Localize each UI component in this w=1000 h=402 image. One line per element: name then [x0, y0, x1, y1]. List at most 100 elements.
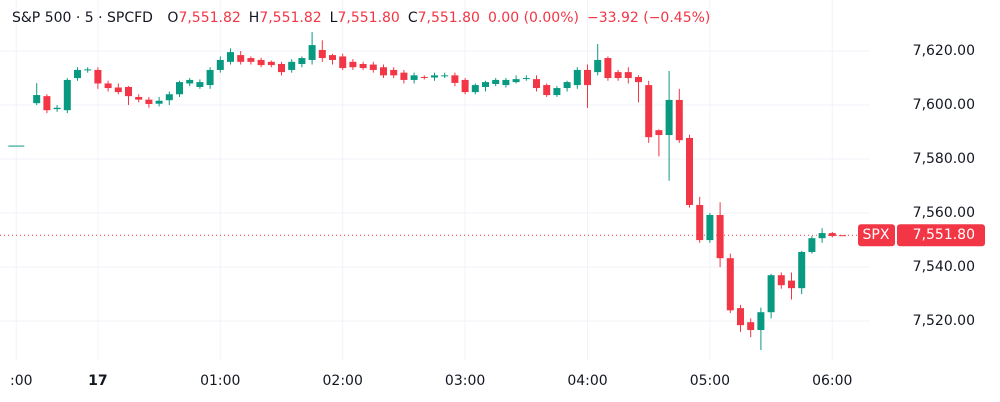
- candle-body: [502, 79, 510, 86]
- candle-body: [471, 85, 479, 93]
- candle-body: [94, 69, 102, 84]
- candle-body: [237, 55, 245, 62]
- candle-body: [216, 59, 224, 70]
- ohlc-key: O: [167, 10, 179, 26]
- ohlc-key: C: [407, 10, 418, 26]
- candle-body: [594, 59, 602, 73]
- price-tag-name: SPX: [863, 227, 890, 243]
- ohlc-value: 7,551.82: [178, 10, 241, 26]
- ohlc-key: H: [248, 10, 260, 26]
- candle-body: [808, 238, 816, 252]
- candle-body: [451, 75, 459, 83]
- candle-body: [533, 79, 540, 89]
- candle-body: [369, 64, 377, 70]
- candle-body: [635, 76, 642, 83]
- candle-body: [155, 100, 163, 104]
- candle-body: [43, 96, 51, 111]
- candle-body: [665, 99, 673, 136]
- candle-body: [553, 88, 561, 96]
- candle-body: [726, 258, 734, 311]
- candle-body: [706, 214, 714, 241]
- candle-body: [716, 214, 724, 259]
- candle-body: [604, 58, 612, 79]
- candle-body: [257, 59, 265, 66]
- candle-body: [788, 280, 795, 289]
- candle-body: [196, 82, 204, 87]
- candle-body: [8, 145, 25, 147]
- candle-body: [492, 79, 500, 84]
- candle-body: [655, 130, 663, 136]
- candle-body: [318, 49, 326, 59]
- y-tick-label: 7,560.00: [913, 205, 975, 221]
- x-tick-label: 03:00: [445, 373, 485, 389]
- candle-body: [247, 58, 255, 62]
- candle-body: [298, 58, 306, 65]
- candle-body: [104, 83, 112, 89]
- x-tick-label: :00: [10, 373, 33, 389]
- candle-body: [308, 45, 316, 60]
- ohlc-value: 7,551.80: [337, 10, 400, 26]
- ohlc-key: L: [329, 10, 338, 26]
- candle-body: [512, 79, 520, 83]
- candle-body: [53, 107, 61, 110]
- candle-body: [145, 99, 153, 104]
- candle-body: [380, 67, 387, 76]
- ohlc-value: 7,551.82: [259, 10, 322, 26]
- candle-body: [227, 52, 234, 62]
- candle-body: [798, 251, 806, 289]
- candle-body: [186, 79, 194, 84]
- candle-body: [696, 204, 704, 241]
- candle-body: [33, 95, 41, 104]
- x-tick-label: 06:00: [812, 373, 852, 389]
- ohlc-value: 7,551.80: [417, 10, 480, 26]
- x-tick-label: 17: [88, 373, 107, 389]
- candle-body: [125, 86, 132, 97]
- candle-body: [349, 61, 357, 68]
- candle-body: [737, 308, 744, 326]
- x-tick-label: 05:00: [690, 373, 730, 389]
- candle-body: [441, 75, 449, 77]
- candle-body: [757, 312, 765, 331]
- candle-body: [74, 69, 81, 79]
- candle-body: [839, 235, 846, 237]
- candle-body: [278, 64, 285, 73]
- candle-body: [747, 322, 755, 331]
- x-tick-label: 04:00: [567, 373, 607, 389]
- legend-header: S&P 500 · 5 · SPCFD O7,551.82 H7,551.82 L7…: [12, 10, 718, 26]
- day-change: −33.92 (−0.45%): [586, 10, 711, 26]
- candle-body: [267, 61, 275, 66]
- y-tick-label: 7,580.00: [913, 151, 975, 167]
- y-tick-label: 7,600.00: [913, 97, 975, 113]
- candle-body: [420, 76, 428, 78]
- candle-body: [431, 75, 438, 78]
- y-tick-label: 7,520.00: [913, 313, 975, 329]
- candle-body: [400, 72, 408, 80]
- candle-body: [165, 94, 173, 101]
- y-tick-label: 7,540.00: [913, 259, 975, 275]
- candle-body: [624, 72, 632, 79]
- candle-body: [543, 85, 551, 96]
- candle-body: [461, 79, 469, 93]
- candle-body: [686, 138, 693, 205]
- y-tick-label: 7,620.00: [913, 43, 975, 59]
- candle-body: [573, 69, 581, 86]
- candle-body: [359, 64, 367, 69]
- candle-body: [410, 75, 418, 80]
- candle-body: [176, 82, 183, 95]
- x-tick-label: 02:00: [323, 373, 363, 389]
- candle-body: [767, 275, 775, 313]
- candle-body: [818, 233, 826, 239]
- candle-body: [645, 85, 653, 138]
- candle-body: [828, 233, 836, 237]
- candle-body: [563, 82, 571, 89]
- candle-body: [288, 61, 296, 70]
- candle-body: [675, 99, 683, 141]
- change: 0.00 (0.00%): [487, 10, 579, 26]
- candle-body: [777, 275, 785, 286]
- candle-body: [584, 69, 591, 86]
- candle-body: [339, 56, 347, 69]
- price-tag-bg: [897, 224, 985, 247]
- symbol: S&P 500 · 5 · SPCFD: [12, 10, 153, 26]
- x-tick-label: 01:00: [200, 373, 240, 389]
